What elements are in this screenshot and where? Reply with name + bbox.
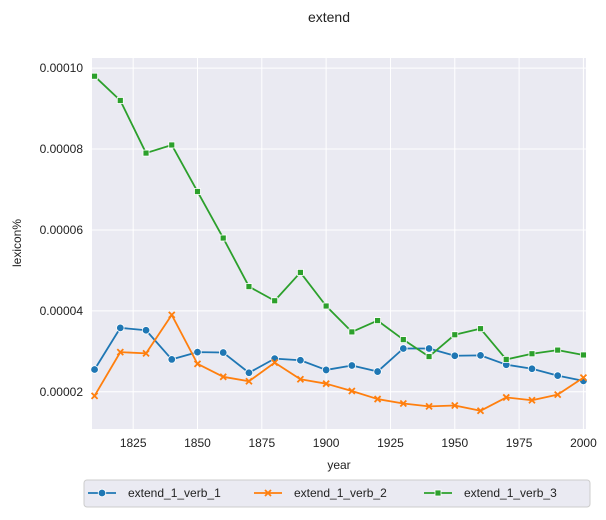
x-tick-label: 1950 [441, 436, 468, 450]
x-tick-label: 1975 [506, 436, 533, 450]
legend-entry: extend_1_verb_3 [424, 486, 557, 500]
data-point [90, 365, 99, 374]
data-point [451, 331, 459, 339]
x-axis-label: year [327, 458, 350, 472]
data-point [270, 354, 279, 363]
data-point [245, 283, 253, 290]
data-point [116, 323, 125, 333]
y-tick-label: 0.00002 [40, 385, 84, 399]
tick-labels: 1825 1850 1875 1900 1925 1950 1975 2000 0.00002 0… [40, 61, 597, 450]
data-point [90, 392, 99, 400]
series-extend_1_verb_1 [90, 323, 588, 386]
x-tick-label: 1925 [377, 436, 404, 450]
data-point [296, 356, 305, 365]
legend-box [83, 479, 591, 508]
data-point [528, 396, 536, 404]
data-point [322, 380, 330, 388]
y-tick-label: 0.00006 [40, 223, 84, 237]
data-point [374, 317, 381, 324]
data-point [399, 344, 408, 353]
series-group [90, 72, 588, 415]
data-point [451, 401, 459, 410]
series-line [93, 326, 584, 382]
x-tick-label: 1900 [313, 436, 340, 450]
data-point [321, 365, 331, 375]
x-tick-label: 1825 [120, 436, 147, 450]
data-point [193, 360, 202, 368]
data-point [297, 269, 304, 276]
data-point [399, 336, 407, 343]
data-point [271, 297, 279, 305]
data-point [425, 353, 433, 360]
legend-marker [97, 488, 107, 498]
data-point [502, 356, 510, 363]
data-point [527, 364, 537, 373]
data-point [579, 373, 588, 382]
legend-entry: extend_1_verb_2 [254, 486, 387, 500]
data-point [116, 97, 124, 104]
y-tick-label: 0.00004 [40, 304, 84, 318]
data-point [476, 407, 485, 415]
data-point [477, 325, 484, 333]
legend-marker [264, 489, 272, 497]
data-point [219, 373, 227, 381]
data-point [554, 390, 562, 399]
x-tick-label: 1850 [184, 436, 211, 450]
data-point [424, 344, 434, 353]
data-point [348, 328, 356, 336]
y-tick-label: 0.00010 [40, 61, 84, 75]
x-tick-label: 2000 [570, 436, 597, 450]
data-point [245, 377, 253, 385]
data-point [450, 351, 459, 360]
data-point [194, 188, 201, 195]
data-point [193, 347, 202, 357]
data-point [271, 359, 279, 367]
data-point [348, 387, 356, 395]
legend-entry: extend_1_verb_1 [88, 486, 221, 500]
data-point [554, 346, 562, 354]
plot-area [92, 58, 586, 429]
data-point [116, 348, 124, 356]
series-line [93, 314, 584, 412]
data-point [219, 234, 227, 242]
legend: extend_1_verb_1 extend_1_verb_2 extend_1_v… [83, 479, 591, 508]
data-point [425, 402, 433, 410]
data-point [296, 375, 305, 383]
data-point [399, 399, 407, 408]
data-point [244, 368, 254, 377]
legend-marker [434, 489, 442, 497]
legend-label: extend_1_verb_1 [128, 486, 221, 500]
y-axis-label: lexicon% [10, 219, 24, 267]
data-point [528, 350, 536, 358]
data-point [167, 355, 176, 364]
data-point [373, 395, 382, 403]
data-point [553, 371, 562, 380]
data-point [502, 393, 510, 402]
data-point [168, 311, 176, 319]
data-point [141, 326, 151, 335]
series-extend_1_verb_2 [90, 311, 588, 415]
data-point [142, 349, 150, 357]
data-point [168, 141, 176, 149]
series-extend_1_verb_3 [91, 72, 587, 363]
y-tick-label: 0.00008 [40, 142, 84, 156]
chart-title: extend [308, 9, 350, 25]
legend-label: extend_1_verb_3 [464, 486, 557, 500]
data-point [373, 367, 382, 376]
legend-label: extend_1_verb_2 [294, 486, 387, 500]
data-point [142, 149, 150, 157]
data-point [219, 348, 228, 357]
series-line [93, 75, 584, 361]
data-point [580, 351, 587, 359]
data-point [347, 361, 357, 370]
data-point [476, 351, 485, 360]
data-point [322, 302, 330, 310]
x-tick-label: 1875 [248, 436, 275, 450]
data-point [91, 72, 98, 80]
